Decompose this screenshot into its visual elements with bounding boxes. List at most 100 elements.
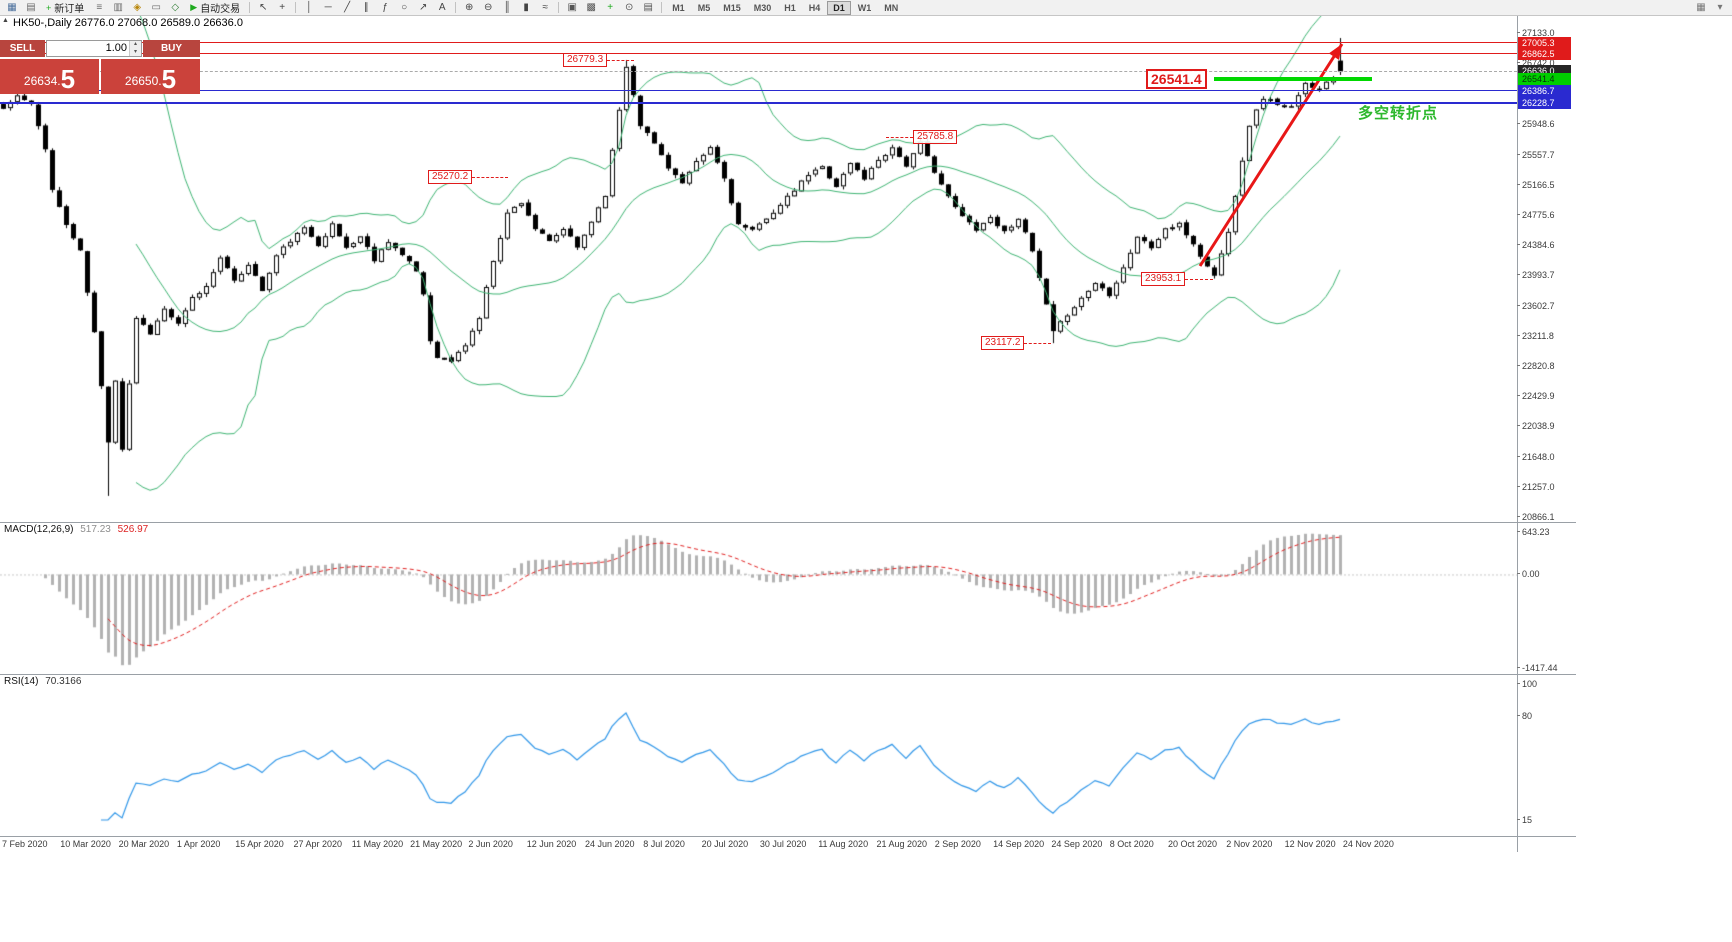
data-window-icon[interactable]: ▥: [113, 2, 123, 13]
price-label-26779-line: [607, 60, 634, 62]
resistance-line-26862[interactable]: [0, 53, 1517, 55]
price-tick: 23211.8: [1517, 330, 1554, 341]
time-axis-label: 20 Mar 2020: [118, 839, 170, 849]
time-axis[interactable]: 7 Feb 2020 10 Mar 2020 20 Mar 2020 1 Apr 20…: [0, 836, 1517, 852]
text-icon[interactable]: A: [438, 2, 446, 13]
zoom-in-icon[interactable]: ⊕: [464, 2, 474, 13]
price-scale[interactable]: 27133.0 26742.0 25948.6 25557.7 25166.5 24775…: [1516, 16, 1576, 852]
channel-icon[interactable]: ∥: [363, 2, 369, 13]
toolbar-options-icon[interactable]: ▾: [1717, 2, 1723, 13]
price-chart-canvas[interactable]: [0, 16, 1517, 522]
bar-chart-icon[interactable]: ║: [503, 2, 511, 13]
time-axis-label: 14 Sep 2020: [993, 839, 1045, 849]
line-chart-icon[interactable]: ≈: [542, 2, 548, 13]
time-axis-label: 21 May 2020: [410, 839, 463, 849]
price-tick: 20866.1: [1517, 512, 1555, 522]
indicators-icon[interactable]: +: [607, 2, 614, 13]
market-watch-icon[interactable]: ≡: [96, 2, 103, 13]
cursor-icon[interactable]: ↖: [258, 2, 268, 13]
volume-decrease-icon[interactable]: ▾: [130, 48, 141, 56]
timeframe-m5[interactable]: M5: [697, 2, 711, 13]
new-chart-icon[interactable]: ▦: [7, 2, 17, 13]
sell-price-tile[interactable]: 26634. 5: [0, 59, 99, 94]
macd-panel-canvas[interactable]: [0, 522, 1517, 674]
support-line-26228[interactable]: [0, 101, 1517, 104]
price-tick: 25166.5: [1517, 179, 1555, 190]
new-order-button-label: 新订单: [54, 4, 85, 15]
new-order-button[interactable]: + 新订单: [41, 1, 89, 16]
shapes-icon[interactable]: ○: [401, 2, 408, 13]
last-price-line[interactable]: [0, 71, 1517, 73]
price-label-23953[interactable]: 23953.1: [1141, 271, 1186, 286]
timeframe-m30[interactable]: M30: [753, 2, 772, 13]
timeframe-mn[interactable]: MN: [884, 2, 899, 13]
navigator-icon[interactable]: ◈: [133, 2, 142, 13]
price-label-26779[interactable]: 26779.3: [563, 53, 608, 68]
price-label-23117[interactable]: 23117.2: [981, 336, 1025, 351]
scale-badge-26862: 26862.5: [1518, 47, 1571, 60]
zoom-out-icon[interactable]: ⊖: [483, 2, 493, 13]
macd-tick: 0.00: [1517, 569, 1540, 580]
trendline-icon[interactable]: ╱: [344, 2, 351, 13]
annotation-note[interactable]: 多空转折点: [1358, 105, 1439, 122]
toolbar-separator: [295, 2, 297, 13]
volume-input[interactable]: 1.00 ▴ ▾: [46, 40, 142, 57]
time-axis-label: 11 Aug 2020: [818, 839, 869, 849]
macd-panel-separator[interactable]: [0, 522, 1576, 523]
crosshair-icon[interactable]: +: [279, 2, 286, 13]
periods-icon[interactable]: ⊙: [624, 2, 634, 13]
candlestick-chart-icon[interactable]: ▮: [523, 2, 529, 13]
horizontal-line-icon[interactable]: ─: [324, 2, 332, 13]
rsi-name: RSI(14): [4, 676, 39, 687]
timeframe-h4[interactable]: H4: [808, 2, 821, 13]
rsi-panel-separator[interactable]: [0, 674, 1576, 675]
sell-button[interactable]: SELL: [0, 40, 45, 57]
macd-name: MACD(12,26,9): [4, 524, 74, 535]
chart-window-icon[interactable]: ▤: [26, 2, 36, 13]
price-tick: 25557.7: [1517, 149, 1555, 160]
autotrade-button[interactable]: ▶ 自动交易: [185, 1, 245, 15]
fibonacci-icon[interactable]: ƒ: [382, 2, 388, 13]
timeframe-m15[interactable]: M15: [723, 2, 741, 13]
arrows-icon[interactable]: ↗: [418, 2, 428, 13]
time-axis-label: 21 Aug 2020: [876, 839, 928, 849]
price-label-23953-line: [1185, 278, 1213, 280]
timeframe-m1[interactable]: M1: [672, 2, 685, 13]
terminal-icon[interactable]: ▭: [151, 2, 161, 13]
volume-increase-icon[interactable]: ▴: [130, 41, 141, 49]
buy-price: 26650.: [124, 74, 162, 88]
auto-arrange-icon[interactable]: ▩: [586, 2, 596, 13]
buy-price-tile[interactable]: 26650. 5: [101, 59, 200, 94]
strategy-tester-icon[interactable]: ◇: [171, 2, 180, 13]
price-tick: 24384.6: [1517, 240, 1555, 251]
price-label-25785-line: [886, 137, 913, 139]
scale-badge-27005: 27005.3: [1518, 36, 1571, 49]
breakout-line-26541[interactable]: [1214, 76, 1372, 81]
price-label-25270[interactable]: 25270.2: [428, 169, 473, 184]
time-axis-label: 2 Nov 2020: [1226, 839, 1273, 849]
resistance-line-27005[interactable]: [0, 42, 1517, 44]
time-axis-label: 30 Jul 2020: [759, 839, 807, 849]
rsi-panel-canvas[interactable]: [0, 674, 1517, 836]
buy-price-pip: 5: [161, 64, 177, 94]
one-click-trading-panel: SELL 1.00 ▴ ▾ BUY 26634. 5 26650. 5: [0, 40, 200, 94]
price-label-26541[interactable]: 26541.4: [1146, 68, 1207, 89]
time-axis-label: 15 Apr 2020: [235, 839, 284, 849]
volume-stepper: ▴ ▾: [129, 41, 141, 56]
toolbar-separator: [455, 2, 457, 13]
volume-value: 1.00: [105, 42, 127, 54]
price-label-25785[interactable]: 25785.8: [913, 130, 958, 145]
oneclick-collapse-icon[interactable]: ▲: [2, 17, 9, 24]
timeframe-h1[interactable]: H1: [784, 2, 796, 13]
vertical-line-icon[interactable]: │: [306, 2, 313, 13]
timeframe-d1[interactable]: D1: [827, 0, 851, 15]
tile-windows-icon[interactable]: ▣: [567, 2, 577, 13]
buy-button[interactable]: BUY: [143, 40, 200, 57]
timeframe-w1[interactable]: W1: [857, 2, 872, 13]
support-line-26386[interactable]: [0, 90, 1517, 92]
time-axis-label: 12 Jun 2020: [526, 839, 577, 849]
templates-icon[interactable]: ▤: [643, 2, 653, 13]
price-tick: 24775.6: [1517, 210, 1555, 221]
macd-signal-value: 526.97: [117, 524, 149, 535]
docking-icon[interactable]: ▦: [1696, 2, 1706, 13]
